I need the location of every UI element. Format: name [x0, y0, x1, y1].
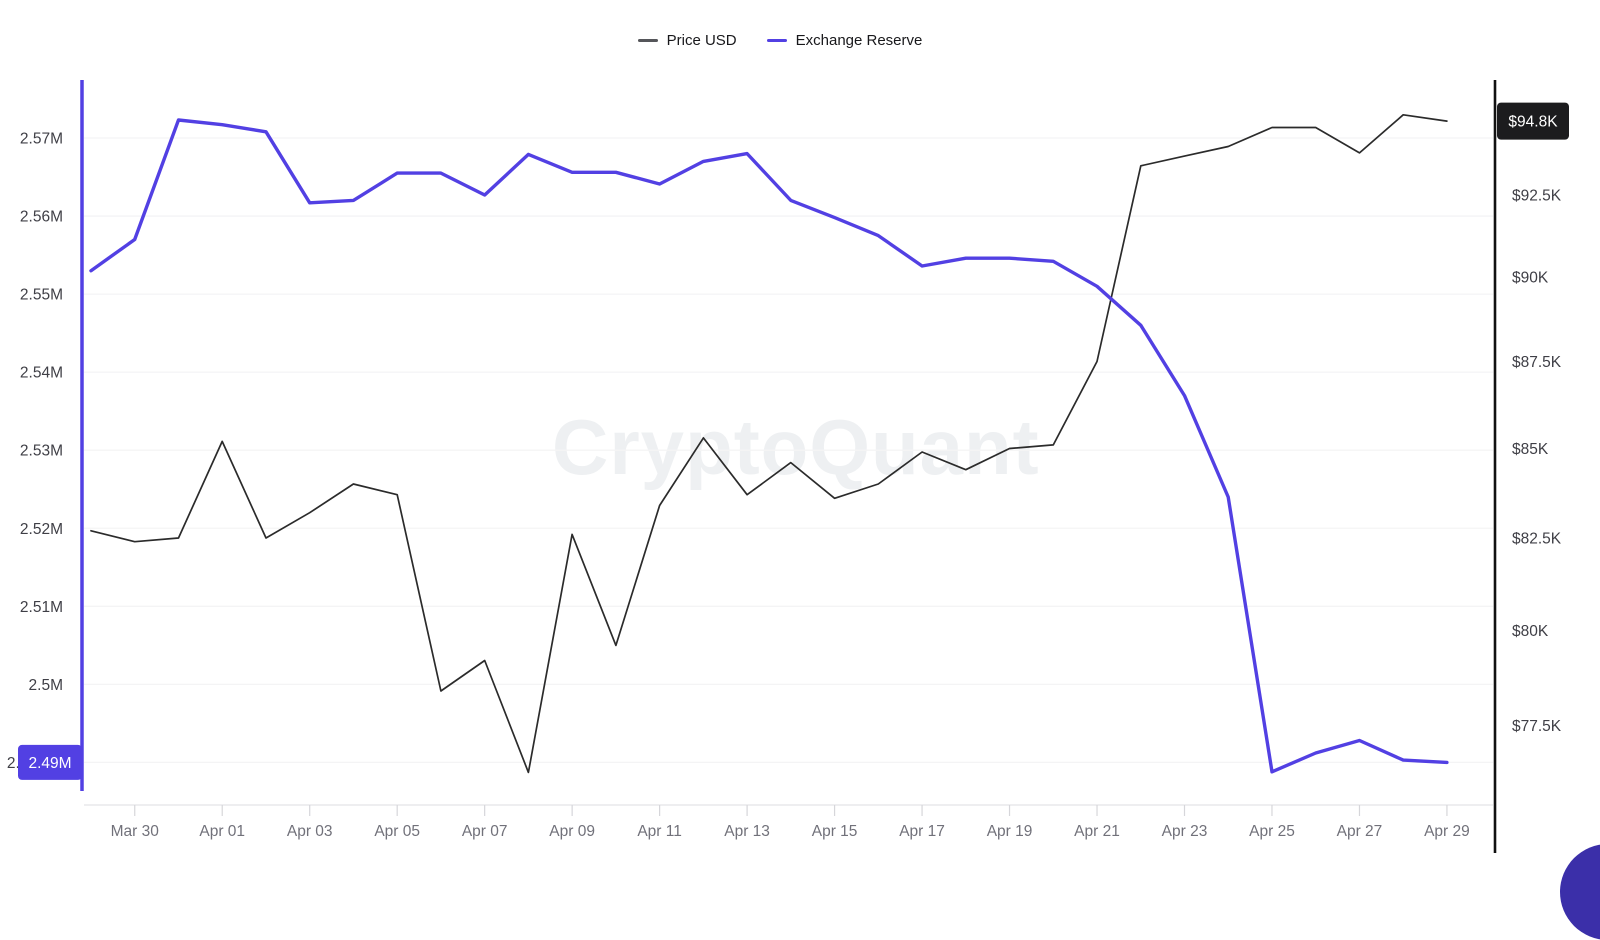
price-current-badge [1497, 102, 1569, 140]
reserve-current-badge [18, 744, 82, 780]
x-axis-label: Apr 07 [462, 823, 508, 840]
x-axis-label: Apr 21 [1074, 823, 1120, 840]
left-axis-label: 2.53M [20, 443, 63, 460]
x-axis-label: Apr 19 [987, 823, 1033, 840]
x-axis-label: Apr 05 [374, 823, 420, 840]
x-axis-label: Apr 15 [812, 823, 858, 840]
legend-item-price-usd[interactable]: Price USD [637, 31, 737, 49]
x-axis-label: Apr 29 [1424, 823, 1470, 840]
watermark: CryptoQuant [552, 403, 1040, 491]
x-axis-label: Apr 27 [1337, 823, 1383, 840]
price-usd-line [90, 113, 1448, 774]
price-current-badge-label: $94.8K [1508, 114, 1558, 131]
x-axis-label: Apr 01 [199, 823, 245, 840]
right-axis-label: $77.5K [1512, 718, 1562, 735]
x-axis-label: Apr 03 [287, 823, 333, 840]
legend-label-exchange-reserve: Exchange Reserve [795, 31, 923, 49]
left-axis-label: 2.52M [20, 521, 63, 538]
price-line-swatch-icon [637, 38, 658, 42]
left-axis-label: 2.54M [20, 365, 63, 382]
left-axis-label: 2.57M [20, 131, 63, 148]
left-axis-label: 2.55M [20, 287, 63, 304]
x-axis-label: Apr 11 [637, 823, 682, 840]
legend: Price USD Exchange Reserve [0, 30, 1560, 50]
legend-item-exchange-reserve[interactable]: Exchange Reserve [766, 31, 923, 49]
right-axis-label: $90K [1512, 270, 1549, 287]
left-axis-label: 2.5M [29, 677, 63, 694]
exchange-reserve-line-swatch-icon [766, 38, 787, 42]
chart-canvas[interactable]: Mar 30 Apr 01 Apr 03 Apr 05 Apr 07 Apr 09 Apr … [0, 0, 1600, 860]
exchange-reserve-line [89, 118, 1449, 774]
right-axis-label: $82.5K [1512, 531, 1562, 548]
legend-label-price-usd: Price USD [666, 31, 737, 49]
x-axis-label: Apr 25 [1249, 823, 1295, 840]
x-axis-label: Apr 13 [724, 823, 770, 840]
x-axis-label: Apr 17 [899, 823, 945, 840]
x-axis-label: Apr 09 [549, 823, 595, 840]
right-axis-label: $85K [1512, 441, 1549, 458]
x-axis-label: Apr 23 [1162, 823, 1208, 840]
right-axis-label: $87.5K [1512, 354, 1562, 371]
right-axis-label: $80K [1512, 623, 1549, 640]
right-axis-label: $92.5K [1512, 187, 1562, 204]
reserve-current-badge-label: 2.49M [28, 755, 71, 772]
x-axis-label: Mar 30 [111, 823, 160, 840]
left-axis-label: 2.56M [20, 209, 63, 226]
left-axis-label: 2.51M [20, 599, 63, 616]
